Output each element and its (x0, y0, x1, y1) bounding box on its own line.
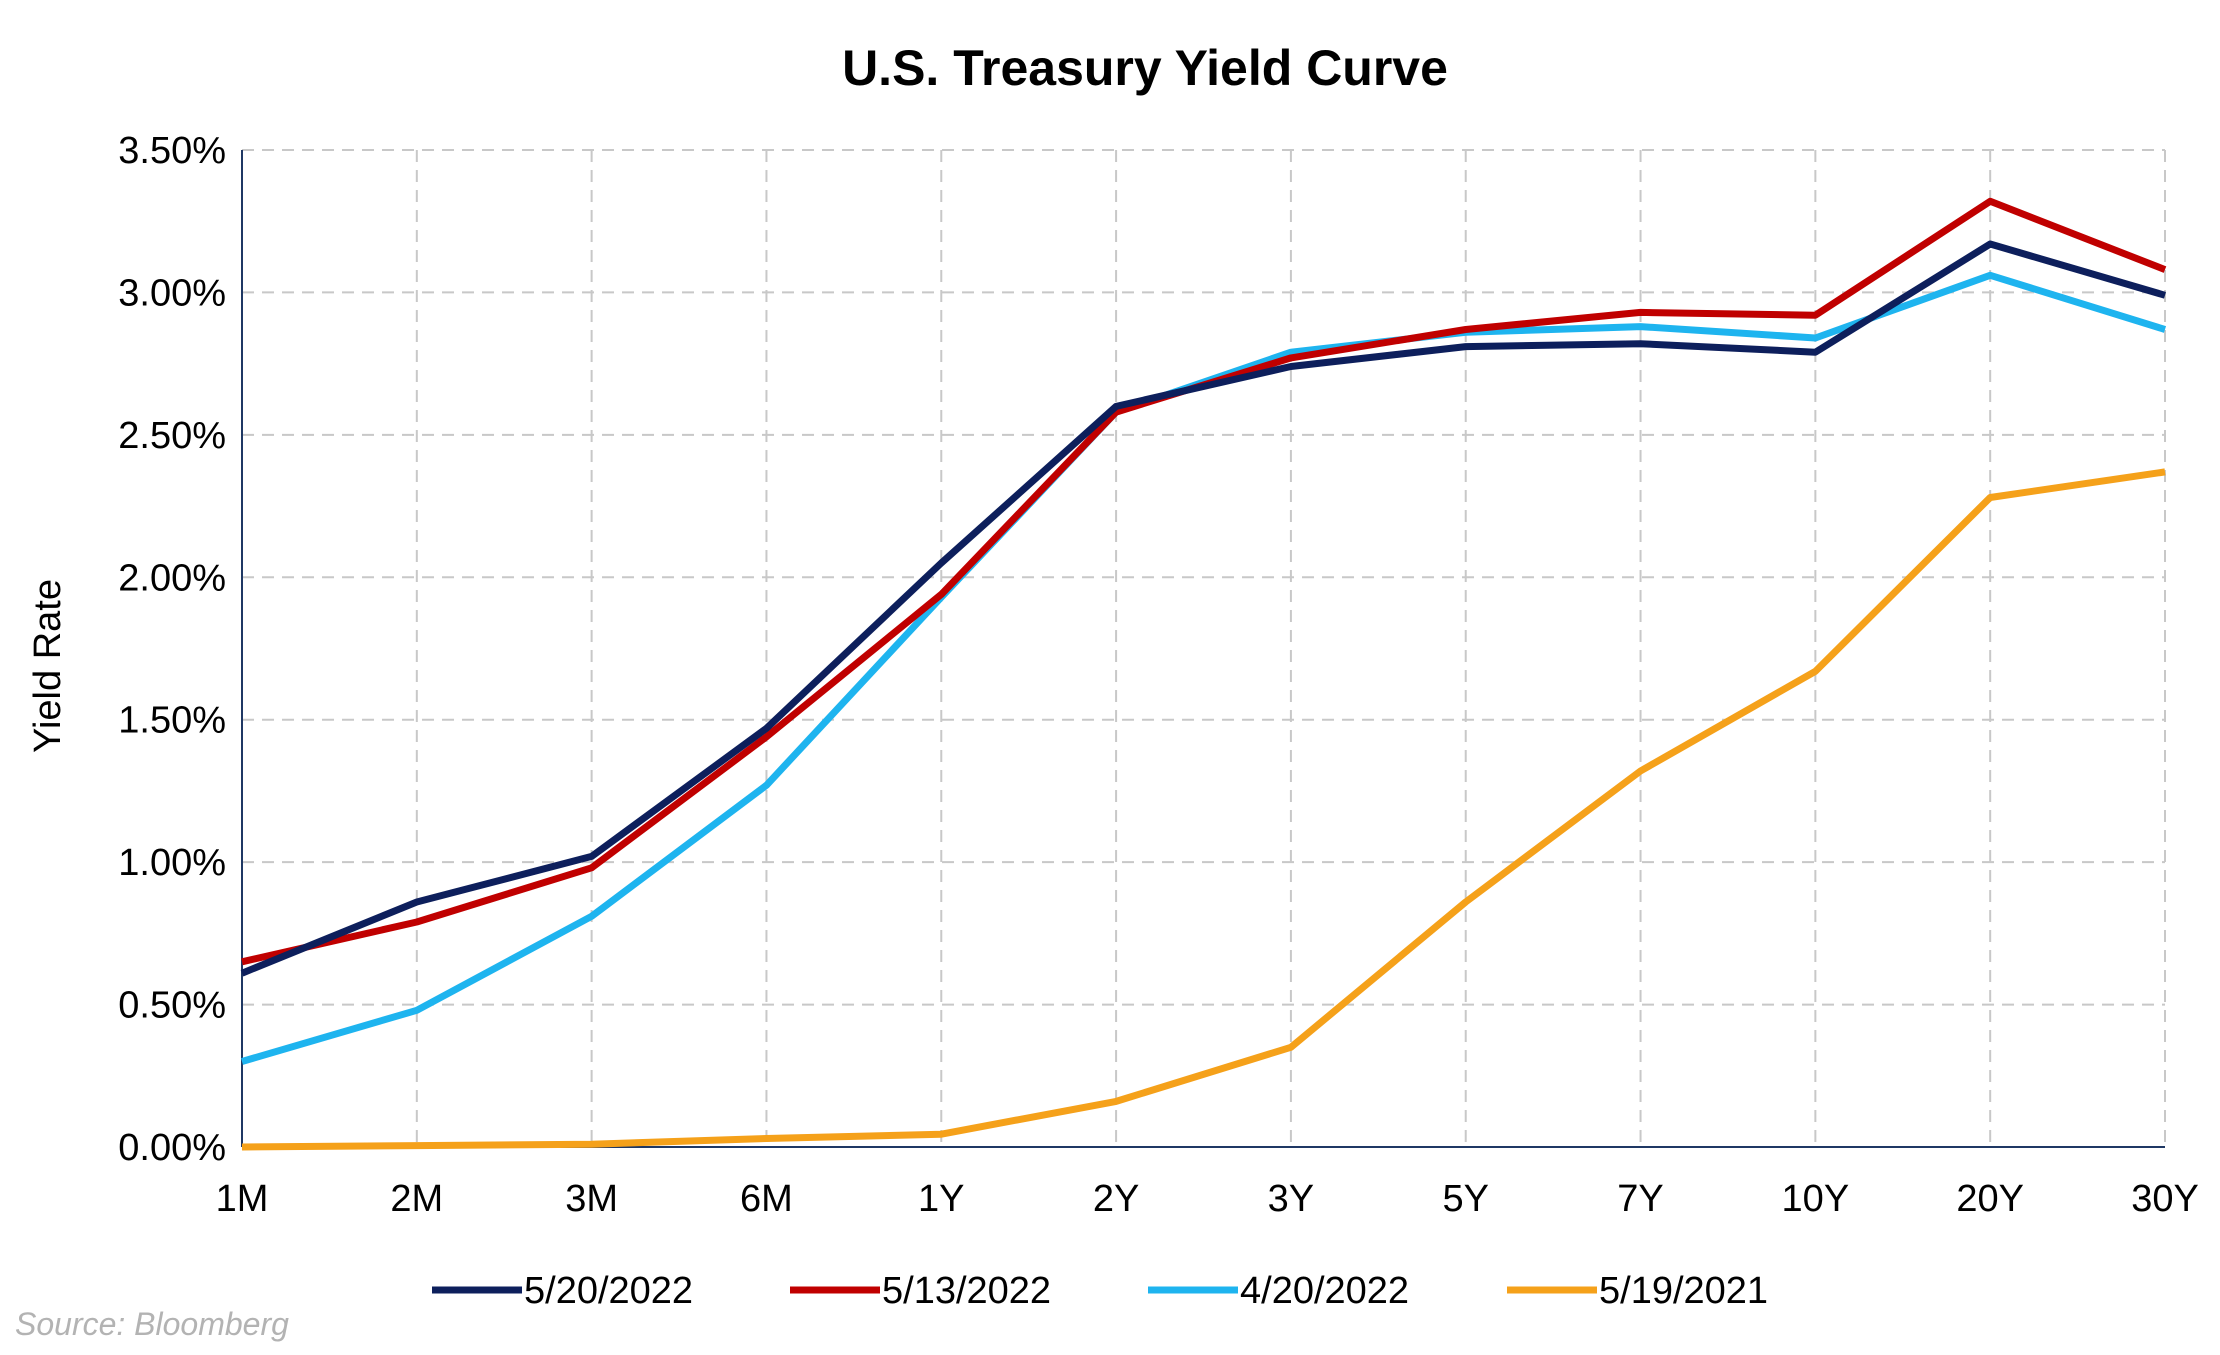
series-line-5-20-2022 (240, 240, 2166, 977)
x-tick-labels: 1M 2M 3M 6M 1Y 2Y 3Y 5Y 7Y 10Y 20Y 30Y (216, 1178, 2199, 1220)
y-tick-label: 3.00% (118, 272, 226, 314)
x-tick-label: 30Y (2131, 1178, 2199, 1220)
legend: 5/20/2022 5/13/2022 4/20/2022 5/19/2021 (432, 1270, 1768, 1312)
legend-label-5-19-2021: 5/19/2021 (1599, 1270, 1768, 1312)
legend-label-4-20-2022: 4/20/2022 (1240, 1270, 1409, 1312)
x-tick-label: 6M (740, 1178, 793, 1220)
y-tick-label: 0.00% (118, 1127, 226, 1169)
x-tick-label: 10Y (1782, 1178, 1850, 1220)
chart-title: U.S. Treasury Yield Curve (842, 40, 1448, 96)
x-tick-label: 3M (565, 1178, 618, 1220)
source-note: Source: Bloomberg (15, 1306, 289, 1342)
x-tick-label: 1M (216, 1178, 269, 1220)
x-tick-label: 3Y (1268, 1178, 1314, 1220)
series-lines (240, 197, 2167, 1151)
series-line-4-20-2022 (241, 271, 2167, 1065)
y-tick-label: 1.50% (118, 700, 226, 742)
gridlines (242, 149, 2166, 1147)
x-tick-label: 20Y (1956, 1178, 2024, 1220)
x-tick-label: 7Y (1617, 1178, 1663, 1220)
x-tick-label: 5Y (1442, 1178, 1488, 1220)
legend-label-5-20-2022: 5/20/2022 (524, 1270, 693, 1312)
x-tick-label: 2Y (1093, 1178, 1139, 1220)
series-line-5-19-2021 (241, 468, 2166, 1151)
y-tick-label: 1.00% (118, 842, 226, 884)
y-tick-label: 2.00% (118, 557, 226, 599)
legend-label-5-13-2022: 5/13/2022 (882, 1270, 1051, 1312)
axes (241, 150, 2165, 1148)
y-axis-title: Yield Rate (27, 579, 69, 753)
x-tick-label: 1Y (918, 1178, 964, 1220)
y-tick-labels: 0.00% 0.50% 1.00% 1.50% 2.00% 2.50% 3.00% 3.50% (118, 130, 226, 1169)
y-tick-label: 3.50% (118, 130, 226, 172)
y-tick-label: 0.50% (118, 985, 226, 1027)
x-tick-label: 2M (390, 1178, 443, 1220)
y-tick-label: 2.50% (118, 415, 226, 457)
